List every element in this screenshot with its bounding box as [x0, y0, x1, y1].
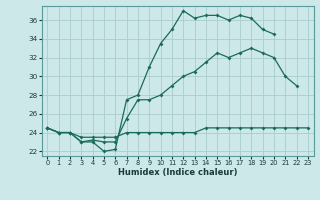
X-axis label: Humidex (Indice chaleur): Humidex (Indice chaleur): [118, 168, 237, 177]
